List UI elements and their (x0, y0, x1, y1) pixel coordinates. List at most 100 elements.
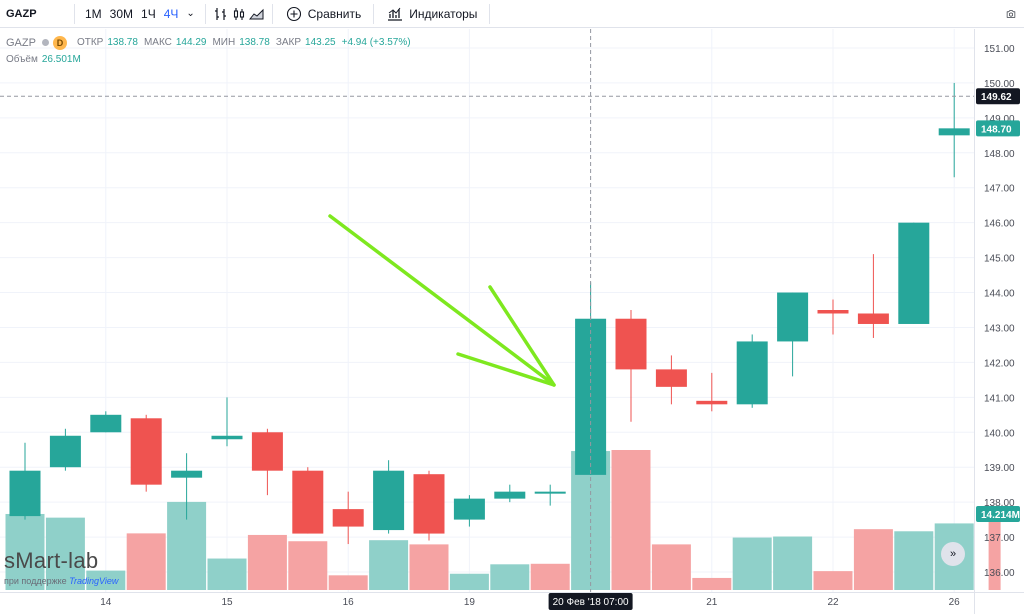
volume-bar (651, 544, 691, 590)
volume-bar (449, 573, 489, 590)
area-style-icon[interactable] (248, 5, 266, 23)
candle-body[interactable] (696, 400, 728, 405)
candle-body[interactable] (453, 498, 485, 520)
volume-bar (5, 513, 45, 590)
volume-bar (988, 515, 1001, 590)
change-value: +4.94 (+3.57%) (341, 37, 411, 48)
indicators-label: Индикаторы (409, 6, 478, 21)
candles-style-icon[interactable] (230, 5, 248, 23)
tradingview-link[interactable]: TradingView (69, 576, 119, 586)
close-label: ЗАКР (275, 37, 302, 48)
price-tick-label: 139.00 (984, 463, 1015, 474)
price-badge (976, 506, 1020, 522)
volume-bar (692, 577, 732, 590)
camera-icon[interactable] (1006, 5, 1024, 23)
time-tick-label: 15 (221, 597, 233, 608)
volume-bar (813, 571, 853, 590)
candle-body[interactable] (938, 128, 970, 136)
high-label: МАКС (143, 37, 172, 48)
candle-body[interactable] (211, 435, 243, 440)
candle-body[interactable] (534, 491, 566, 494)
time-tick-label: 16 (343, 597, 355, 608)
time-tick-label: 26 (949, 597, 961, 608)
compare-label: Сравнить (307, 6, 362, 21)
high-value: 144.29 (175, 37, 207, 48)
volume-value: 26.501M (41, 54, 81, 65)
bars-style-icon[interactable] (212, 5, 230, 23)
volume-bar (611, 450, 651, 590)
price-badge-label: 148.70 (981, 124, 1012, 135)
interval-1m[interactable]: 1M (85, 6, 102, 21)
volume-bar (86, 570, 126, 590)
open-label: ОТКР (76, 37, 104, 48)
price-badge-label: 149.62 (981, 92, 1012, 103)
candle-body[interactable] (49, 435, 81, 468)
price-tick-label: 143.00 (984, 323, 1015, 334)
price-badge (976, 88, 1020, 105)
indicators-button[interactable]: Индикаторы (380, 5, 483, 23)
volume-bar (853, 529, 893, 590)
toolbar-divider (489, 3, 491, 24)
series-legend: GAZP D ОТКР 138.78 МАКС 144.29 МИН 138.7… (6, 34, 413, 68)
candle-body[interactable] (9, 470, 41, 517)
time-tick-label: 21 (706, 597, 718, 608)
candle-body[interactable] (171, 470, 203, 478)
price-tick-label: 151.00 (984, 44, 1015, 55)
arrowhead-left (488, 285, 556, 387)
crosshair-time-label: 20 Фев '18 07:00 (553, 597, 629, 608)
candle-body[interactable] (332, 509, 364, 527)
candle-body[interactable] (251, 432, 283, 471)
candle-body[interactable] (615, 318, 647, 370)
arrowhead-right (456, 352, 556, 387)
candle-body[interactable] (130, 418, 162, 485)
time-tick-label: 19 (464, 597, 476, 608)
interval-30m[interactable]: 30M (109, 6, 134, 21)
volume-bar (45, 517, 85, 590)
status-dot (41, 39, 49, 46)
top-toolbar: GAZP 1M 30M 1Ч 4Ч ⌄ Сравнить Индикаторы (0, 0, 1024, 28)
toolbar-divider (74, 3, 75, 24)
candle-body[interactable] (494, 491, 526, 499)
price-badge-label: 14.214M (981, 510, 1020, 521)
open-value: 138.78 (107, 37, 138, 48)
watermark-sub: при поддержке (4, 576, 70, 586)
price-tick-label: 141.00 (984, 393, 1015, 404)
price-tick-label: 144.00 (984, 289, 1015, 300)
interval-4h[interactable]: 4Ч (163, 6, 179, 21)
volume-bar (732, 537, 772, 590)
candle-body[interactable] (898, 222, 930, 324)
candle-body[interactable] (817, 310, 849, 314)
price-tick-label: 150.00 (984, 79, 1015, 90)
price-tick-label: 140.00 (984, 428, 1015, 439)
price-badge (976, 120, 1020, 137)
indicators-icon (386, 5, 404, 23)
low-value: 138.78 (239, 37, 270, 48)
candle-body[interactable] (90, 414, 122, 433)
compare-button[interactable]: Сравнить (279, 5, 367, 23)
toolbar-divider (373, 3, 375, 24)
candle-body[interactable] (292, 470, 324, 534)
price-tick-label: 149.00 (984, 114, 1015, 125)
candle-body[interactable] (736, 341, 768, 405)
volume-bar (328, 575, 368, 590)
toolbar-divider (204, 3, 206, 24)
chevron-down-icon[interactable]: ⌄ (186, 8, 195, 19)
candle-body[interactable] (413, 474, 445, 534)
candle-body[interactable] (655, 369, 687, 387)
symbol-search[interactable]: GAZP (6, 7, 37, 20)
data-delay-badge[interactable]: D (52, 35, 67, 50)
time-tick-label: 14 (100, 597, 112, 608)
low-label: МИН (212, 37, 236, 48)
candle-body[interactable] (777, 292, 809, 342)
volume-bar (247, 534, 287, 590)
candle-body[interactable] (373, 470, 405, 531)
price-tick-label: 142.00 (984, 358, 1015, 369)
volume-bar (409, 544, 449, 590)
ohlc-row: GAZP D ОТКР 138.78 МАКС 144.29 МИН 138.7… (6, 34, 413, 51)
candle-body[interactable] (857, 313, 889, 324)
interval-1h[interactable]: 1Ч (141, 6, 156, 21)
crosshair-time-badge (548, 593, 633, 610)
volume-bar (894, 531, 934, 590)
scroll-to-realtime-button[interactable]: » (941, 542, 965, 566)
